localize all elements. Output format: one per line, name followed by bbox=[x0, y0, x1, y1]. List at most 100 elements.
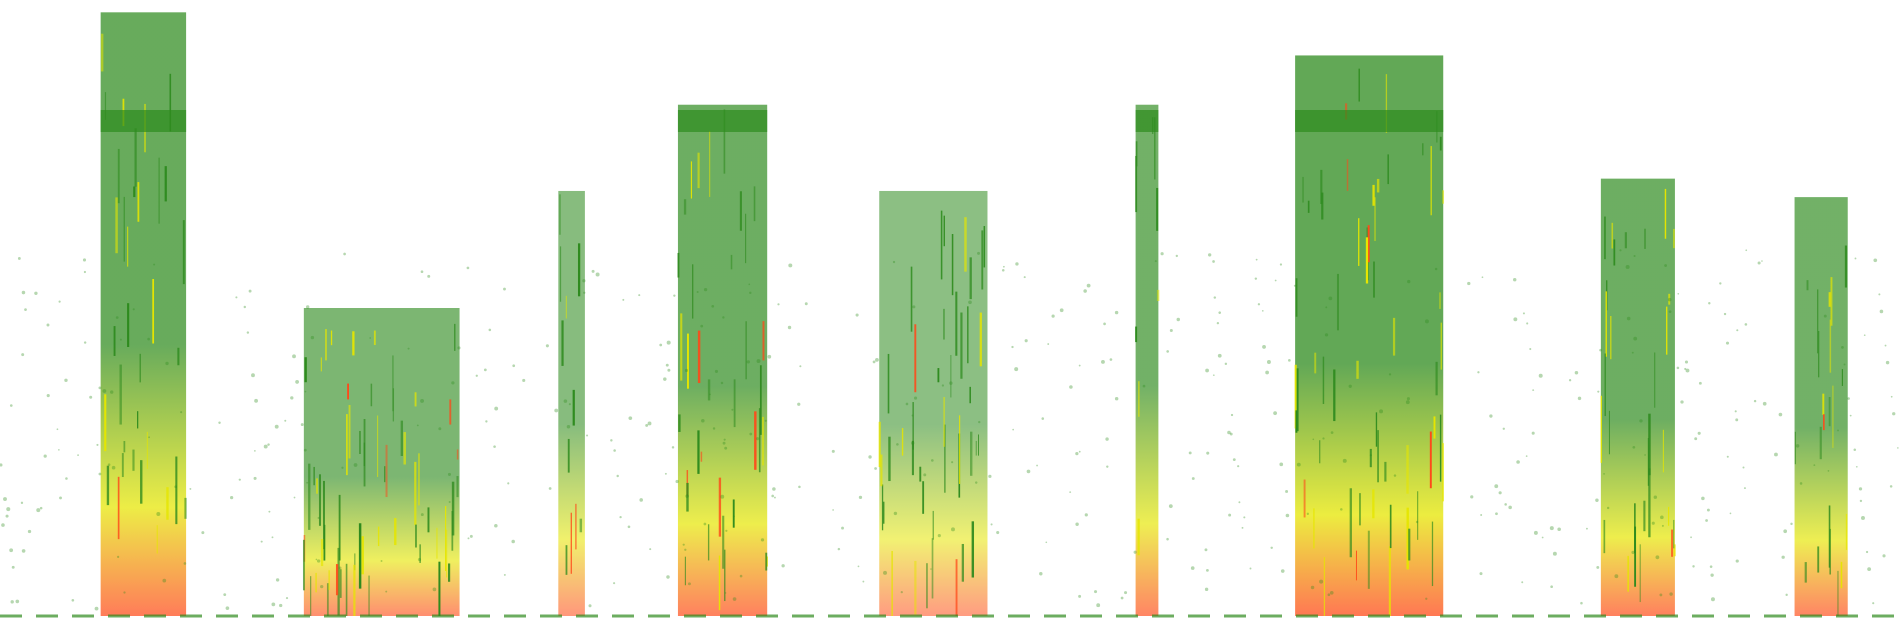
noise-speckle bbox=[720, 381, 724, 385]
noise-speckle bbox=[15, 599, 20, 604]
noise-speckle bbox=[968, 300, 972, 305]
spectro-event-cap bbox=[1135, 110, 1159, 132]
noise-speckle bbox=[1709, 565, 1713, 568]
noise-speckle bbox=[1863, 334, 1866, 337]
noise-speckle bbox=[427, 274, 431, 278]
noise-speckle bbox=[951, 527, 955, 532]
noise-speckle bbox=[1379, 409, 1384, 414]
noise-speckle bbox=[1322, 437, 1325, 440]
spectro-event-8 bbox=[1600, 178, 1676, 616]
noise-speckle bbox=[369, 337, 372, 339]
noise-speckle bbox=[1694, 437, 1698, 441]
noise-speckle bbox=[251, 373, 255, 378]
noise-speckle bbox=[749, 291, 752, 295]
noise-speckle bbox=[225, 606, 230, 610]
noise-speckle bbox=[1867, 567, 1872, 572]
noise-speckle bbox=[1114, 310, 1119, 315]
noise-speckle bbox=[494, 406, 499, 411]
noise-speckle bbox=[725, 529, 728, 532]
noise-speckle bbox=[1191, 477, 1195, 480]
noise-speckle bbox=[511, 539, 515, 544]
noise-speckle bbox=[712, 427, 716, 430]
noise-speckle bbox=[1795, 444, 1800, 448]
noise-speckle bbox=[709, 393, 711, 396]
noise-speckle bbox=[1041, 417, 1045, 420]
noise-speckle bbox=[1105, 437, 1109, 441]
noise-speckle bbox=[671, 446, 675, 449]
noise-speckle bbox=[1160, 252, 1164, 256]
noise-speckle bbox=[1498, 491, 1502, 495]
noise-speckle bbox=[132, 308, 135, 311]
noise-speckle bbox=[767, 354, 772, 359]
noise-speckle bbox=[896, 443, 899, 446]
noise-speckle bbox=[507, 482, 510, 485]
noise-speckle bbox=[1393, 474, 1397, 477]
noise-speckle bbox=[638, 294, 641, 297]
noise-speckle bbox=[858, 495, 863, 499]
noise-speckle bbox=[304, 390, 307, 393]
noise-speckle bbox=[1753, 399, 1757, 403]
noise-speckle bbox=[777, 303, 780, 306]
noise-speckle bbox=[285, 597, 289, 600]
noise-speckle bbox=[1369, 454, 1372, 457]
noise-speckle bbox=[1204, 548, 1208, 552]
noise-speckle bbox=[1434, 267, 1438, 271]
noise-speckle bbox=[1084, 513, 1088, 517]
noise-speckle bbox=[1176, 317, 1181, 322]
noise-speckle bbox=[512, 364, 516, 368]
noise-speckle bbox=[107, 463, 111, 466]
noise-speckle bbox=[279, 603, 283, 608]
noise-speckle bbox=[1529, 348, 1532, 351]
noise-speckle bbox=[746, 360, 750, 364]
noise-speckle bbox=[432, 587, 437, 592]
noise-speckle bbox=[1280, 569, 1285, 573]
noise-speckle bbox=[1685, 368, 1690, 373]
noise-speckle bbox=[714, 369, 719, 373]
noise-speckle bbox=[65, 477, 68, 480]
noise-speckle bbox=[764, 419, 767, 422]
noise-speckle bbox=[1778, 412, 1783, 417]
spectro-event-cap bbox=[677, 110, 768, 132]
noise-speckle bbox=[874, 467, 877, 470]
noise-speckle bbox=[343, 252, 346, 256]
noise-speckle bbox=[1631, 351, 1634, 354]
noise-speckle bbox=[883, 570, 887, 575]
noise-speckle bbox=[1847, 397, 1850, 400]
noise-speckle bbox=[407, 347, 410, 350]
noise-speckle bbox=[1023, 276, 1026, 279]
noise-speckle bbox=[566, 424, 571, 429]
noise-speckle bbox=[1710, 573, 1714, 577]
noise-speckle bbox=[469, 534, 473, 538]
noise-speckle bbox=[1781, 555, 1785, 559]
noise-speckle bbox=[1729, 512, 1732, 515]
noise-speckle bbox=[1230, 413, 1234, 417]
noise-speckle bbox=[724, 446, 728, 450]
noise-speckle bbox=[1075, 522, 1079, 526]
noise-speckle bbox=[1619, 249, 1622, 252]
noise-speckle bbox=[667, 368, 671, 372]
noise-speckle bbox=[1633, 255, 1636, 258]
noise-speckle bbox=[1103, 322, 1106, 326]
noise-speckle bbox=[98, 386, 102, 390]
spectro-event-1 bbox=[100, 12, 187, 616]
noise-speckle bbox=[1069, 385, 1073, 389]
noise-speckle bbox=[115, 316, 119, 319]
noise-speckle bbox=[1849, 414, 1852, 417]
noise-speckle bbox=[58, 300, 61, 303]
noise-speckle bbox=[722, 316, 725, 319]
noise-speckle bbox=[1697, 431, 1701, 435]
noise-speckle bbox=[165, 361, 169, 366]
noise-speckle bbox=[622, 298, 625, 301]
noise-speckle bbox=[21, 353, 25, 357]
noise-speckle bbox=[1742, 466, 1745, 469]
noise-speckle bbox=[831, 449, 835, 453]
noise-speckle bbox=[448, 500, 451, 504]
noise-speckle bbox=[1480, 514, 1483, 516]
noise-speckle bbox=[1166, 350, 1169, 353]
noise-speckle bbox=[1257, 303, 1261, 306]
noise-speckle bbox=[1477, 371, 1480, 374]
noise-speckle bbox=[46, 323, 50, 327]
noise-speckle bbox=[1865, 550, 1869, 554]
noise-speckle bbox=[485, 420, 488, 423]
noise-speckle bbox=[1701, 496, 1705, 501]
